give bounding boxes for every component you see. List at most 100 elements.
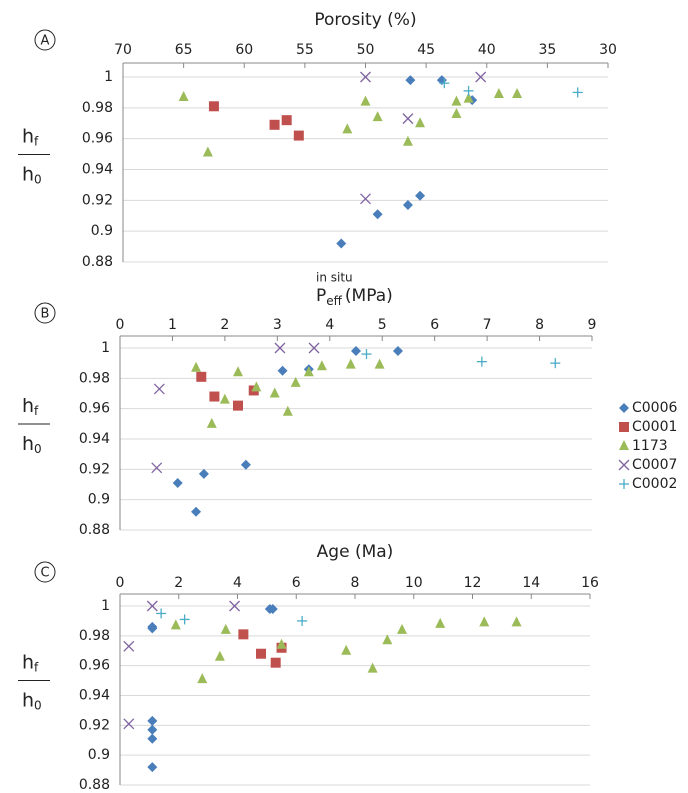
data-point [281, 115, 292, 126]
x-tick-label: 8 [351, 575, 360, 591]
y-tick-label: 0.94 [79, 688, 110, 704]
data-point [402, 135, 413, 146]
y-tick-label: 0.88 [82, 254, 113, 270]
x-tick-label: 55 [296, 42, 314, 58]
y-tick-label: 0.96 [79, 401, 110, 417]
data-point [360, 193, 371, 205]
data-point [282, 405, 293, 416]
y-tick-label: 0.92 [79, 717, 110, 733]
data-point [123, 640, 135, 652]
y-axis-title-num-main: h [22, 651, 34, 673]
y-tick-label: 0.9 [88, 492, 110, 508]
data-point [151, 462, 163, 474]
x-axis-title-main: Age (Ma) [317, 542, 394, 562]
data-point [382, 634, 393, 645]
x-axis-title-main: Porosity (%) [314, 10, 416, 30]
y-axis-title-num: hf [22, 125, 39, 148]
y-axis-title-den-main: h [22, 433, 34, 455]
data-point [439, 78, 450, 89]
x-axis-title: Porosity (%) [314, 10, 416, 30]
panel-badge [34, 302, 56, 324]
data-point [229, 600, 241, 612]
y-axis-title-den: h0 [22, 689, 42, 712]
x-tick-label: 9 [588, 317, 597, 333]
data-point [372, 209, 383, 220]
data-point [476, 356, 487, 367]
x-tick-label: 30 [599, 42, 617, 58]
y-tick-label: 0.9 [91, 223, 113, 239]
x-tick-label: 50 [357, 42, 375, 58]
data-point [147, 621, 158, 632]
y-tick-label: 0.94 [79, 431, 110, 447]
data-point [293, 130, 304, 141]
data-point [374, 358, 385, 369]
data-point [361, 349, 372, 360]
data-point [198, 468, 209, 479]
x-axis-title-main: P [316, 286, 326, 306]
data-point [170, 619, 181, 630]
legend-label: C0006 [632, 400, 677, 416]
x-tick-label: 12 [464, 575, 482, 591]
panel-label: C [40, 566, 49, 581]
data-point [269, 387, 280, 398]
data-point [240, 459, 251, 470]
marker-stroke [151, 462, 163, 474]
data-point [220, 623, 231, 634]
data-point [214, 650, 225, 661]
data-point [251, 381, 262, 392]
x-tick-label: 4 [233, 575, 242, 591]
data-point [511, 616, 522, 627]
x-tick-label: 70 [114, 42, 132, 58]
data-point [156, 608, 167, 619]
y-tick-label: 0.92 [79, 461, 110, 477]
data-point [277, 365, 288, 376]
data-point [208, 101, 219, 112]
data-point [147, 733, 158, 744]
y-axis-title-num: hf [22, 651, 39, 674]
panel-label: B [41, 307, 50, 322]
data-point [572, 87, 583, 98]
marker-stroke [475, 71, 487, 83]
data-point [451, 108, 462, 118]
panel-badge [34, 561, 56, 583]
panel-badge [34, 29, 56, 51]
data-point [372, 111, 383, 122]
data-point [493, 87, 504, 98]
y-axis-title-num: hf [22, 395, 39, 418]
x-tick-label: 3 [273, 317, 282, 333]
y-tick-label: 0.92 [82, 192, 113, 208]
y-tick-label: 1 [101, 340, 110, 356]
x-tick-label: 1 [168, 317, 177, 333]
data-point [290, 376, 301, 387]
data-point [206, 417, 217, 428]
marker-stroke [123, 640, 135, 652]
y-axis-title-num-sub: f [34, 404, 39, 418]
data-point [360, 71, 371, 83]
data-point [123, 718, 135, 730]
marker-stroke [229, 600, 241, 612]
x-tick-label: 6 [292, 575, 301, 591]
y-tick-label: 1 [101, 598, 110, 614]
legend-marker [619, 403, 629, 413]
data-point [479, 616, 490, 627]
data-point [219, 393, 230, 404]
data-point [179, 614, 190, 625]
data-point [276, 638, 287, 649]
data-point [360, 95, 371, 106]
data-point [233, 366, 243, 377]
y-axis-title-num-main: h [22, 125, 34, 147]
y-axis-title-den-sub: 0 [34, 442, 42, 456]
x-tick-label: 35 [538, 42, 556, 58]
data-point [341, 644, 352, 655]
y-tick-label: 0.96 [82, 131, 113, 147]
legend-marker [619, 479, 629, 489]
data-point [238, 629, 249, 640]
x-axis-title: Peff (MPa) [316, 286, 393, 308]
data-point [256, 648, 266, 659]
y-tick-label: 0.98 [79, 370, 110, 386]
data-point [336, 238, 347, 249]
x-tick-label: 4 [325, 317, 334, 333]
legend-marker [618, 459, 630, 471]
x-tick-label: 16 [581, 575, 599, 591]
legend-label: C0007 [632, 457, 677, 473]
